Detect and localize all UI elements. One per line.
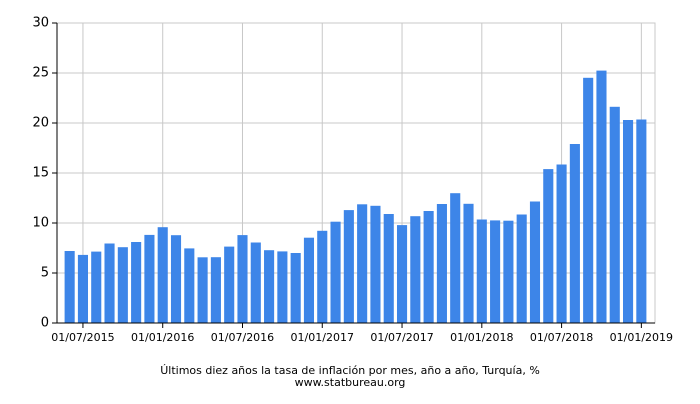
bar (623, 120, 634, 323)
bar (77, 254, 88, 323)
bar (569, 144, 580, 323)
x-tick-label: 01/01/2016 (131, 331, 194, 344)
bar (556, 164, 567, 323)
x-tick-label: 01/07/2016 (211, 331, 274, 344)
x-tick-label: 01/07/2015 (51, 331, 114, 344)
bar (450, 193, 461, 323)
bar (224, 246, 235, 323)
bar (543, 169, 554, 323)
bar (423, 211, 434, 323)
bar (210, 257, 221, 323)
bar (383, 214, 394, 323)
bar (317, 230, 328, 323)
bar (184, 248, 195, 323)
bar (490, 220, 501, 323)
bar (370, 205, 381, 323)
x-tick-label: 01/01/2019 (610, 331, 673, 344)
x-tick-label: 01/07/2018 (530, 331, 593, 344)
y-tick-label: 5 (41, 266, 49, 281)
bar (117, 247, 128, 323)
bar (250, 242, 261, 323)
bar (104, 243, 115, 323)
bar (303, 237, 315, 323)
bar (596, 70, 607, 323)
bar (516, 214, 527, 323)
bar (396, 225, 408, 323)
bar (277, 251, 288, 323)
bar (410, 216, 421, 323)
x-tick-label: 01/07/2017 (370, 331, 433, 344)
y-tick-label: 0 (41, 316, 49, 331)
bar (529, 201, 541, 323)
y-tick-label: 10 (32, 216, 49, 231)
bar (357, 204, 368, 323)
bar (91, 251, 102, 323)
bar (264, 250, 275, 323)
y-tick-label: 30 (32, 16, 49, 31)
bar (330, 221, 341, 323)
bar (583, 77, 594, 323)
bar (131, 242, 142, 323)
chart-title: Últimos diez años la tasa de inflación p… (160, 364, 540, 377)
bar (197, 257, 208, 323)
bar (64, 251, 75, 323)
bar (237, 235, 248, 323)
bar (144, 234, 155, 323)
chart-subtitle: www.statbureau.org (295, 376, 406, 389)
bar (436, 204, 447, 323)
bar (636, 119, 647, 323)
x-tick-label: 01/01/2018 (450, 331, 513, 344)
bar (463, 203, 474, 323)
y-tick-label: 20 (32, 116, 49, 131)
bar (609, 106, 620, 323)
bar (343, 210, 354, 323)
bar (503, 220, 514, 323)
bar (476, 219, 487, 323)
bar (157, 227, 168, 323)
bar (170, 235, 182, 323)
y-tick-label: 15 (32, 166, 49, 181)
y-tick-label: 25 (32, 66, 49, 81)
x-tick-label: 01/01/2017 (291, 331, 354, 344)
bar (290, 253, 301, 323)
